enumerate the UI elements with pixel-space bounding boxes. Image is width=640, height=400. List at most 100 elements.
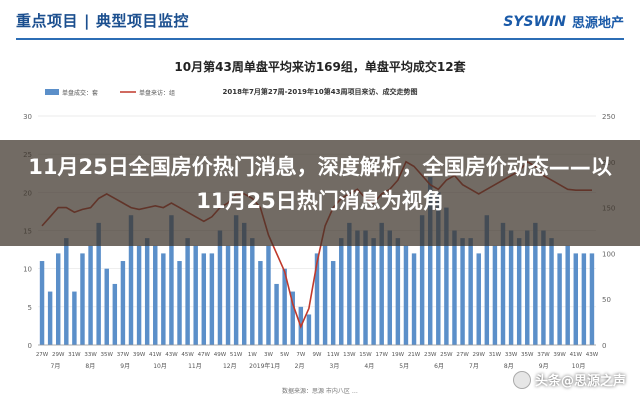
x-tick-label: 31W xyxy=(489,352,502,358)
bar-deals xyxy=(169,215,174,345)
header-title: 重点项目 | 典型项目监控 xyxy=(16,10,189,31)
x-tick-label: 39W xyxy=(133,352,146,358)
x-tick-label: 1W xyxy=(248,352,257,358)
bar-deals xyxy=(153,245,158,345)
x-tick-label: 35W xyxy=(101,352,114,358)
bar-deals xyxy=(565,245,570,345)
bar-deals xyxy=(468,238,473,345)
x-tick-label: 37W xyxy=(537,352,550,358)
watermark-text: 头条@思源之声 xyxy=(534,374,626,389)
x-tick-label: 47W xyxy=(198,352,211,358)
x-tick-label: 7W xyxy=(296,352,305,358)
bar-deals xyxy=(452,230,457,345)
x-tick-label: 23W xyxy=(424,352,437,358)
bar-deals xyxy=(363,230,368,345)
bar-deals xyxy=(322,245,328,345)
bar-deals xyxy=(128,215,134,345)
bar-deals xyxy=(581,253,587,345)
bar-deals xyxy=(185,238,190,345)
bar-deals xyxy=(177,261,182,345)
legend-label-deals: 单盘成交：套 xyxy=(62,89,98,97)
bar-deals xyxy=(444,207,449,345)
month-label: 12月 xyxy=(223,363,237,370)
headline-overlay xyxy=(0,140,640,246)
x-tick-label: 3W xyxy=(264,352,273,358)
bar-deals xyxy=(533,222,538,345)
header-left-title: 重点项目 xyxy=(16,12,79,30)
logo-en: SYSWIN xyxy=(503,13,566,30)
month-label: 6月 xyxy=(434,363,444,370)
month-label: 9月 xyxy=(539,363,549,370)
bar-deals xyxy=(339,238,344,345)
watermark: 头条@思源之声 xyxy=(512,370,626,389)
bar-deals xyxy=(55,253,61,345)
bar-deals xyxy=(516,238,522,345)
bar-deals xyxy=(258,261,263,345)
bar-deals xyxy=(395,238,401,345)
x-tick-label: 43W xyxy=(586,352,599,358)
bar-deals xyxy=(419,215,425,345)
bar-deals xyxy=(282,268,287,345)
bar-deals xyxy=(233,215,239,345)
x-tick-label: 13W xyxy=(343,352,356,358)
bar-deals xyxy=(104,268,109,345)
chart-subtitle: 2018年7月第27周-2019年10第43周项目来访、成交走势图 xyxy=(223,87,418,96)
bar-deals xyxy=(403,245,409,345)
bar-deals xyxy=(460,238,465,345)
bar-deals xyxy=(573,253,579,345)
bar-deals xyxy=(112,283,118,345)
month-label: 3月 xyxy=(330,363,340,370)
y-left-tick-label: 10 xyxy=(23,266,32,274)
month-label: 8月 xyxy=(85,363,95,370)
bar-deals xyxy=(549,238,554,345)
month-label: 10月 xyxy=(572,363,586,370)
bar-deals xyxy=(290,291,295,345)
x-tick-label: 15W xyxy=(359,352,372,358)
y-right-tick-label: 250 xyxy=(602,113,615,121)
bar-deals xyxy=(411,253,417,345)
legend-label-visits: 单盘来访：组 xyxy=(139,89,175,97)
headline-text: 11月25日全国房价热门消息，深度解析，全国房价动态——以11月25日热门消息为… xyxy=(28,155,612,213)
month-label: 4月 xyxy=(364,363,374,370)
bar-deals xyxy=(314,253,320,345)
header-right-title: 典型项目监控 xyxy=(96,12,190,30)
x-tick-label: 17W xyxy=(375,352,388,358)
bar-deals xyxy=(39,261,45,345)
bar-deals xyxy=(193,245,198,345)
bar-deals xyxy=(47,291,53,345)
bar-deals xyxy=(144,238,150,345)
bar-deals xyxy=(217,230,223,345)
x-tick-label: 29W xyxy=(52,352,65,358)
y-right-tick-label: 50 xyxy=(602,296,611,304)
bar-deals xyxy=(80,253,85,345)
x-tick-label: 43W xyxy=(165,352,178,358)
bar-deals xyxy=(355,230,360,345)
brand-logo: SYSWIN 思源地产 xyxy=(503,12,624,32)
x-tick-label: 27W xyxy=(36,352,49,358)
month-label: 2月 xyxy=(295,363,305,370)
x-tick-label: 33W xyxy=(505,352,518,358)
bar-deals xyxy=(541,230,546,345)
bar-deals xyxy=(427,177,433,345)
x-tick-label: 41W xyxy=(570,352,583,358)
x-tick-label: 39W xyxy=(553,352,566,358)
x-tick-label: 51W xyxy=(230,352,243,358)
month-label: 5月 xyxy=(399,363,409,370)
bar-deals xyxy=(387,230,393,345)
bar-deals xyxy=(371,238,376,345)
header-separator: | xyxy=(84,12,90,30)
bar-deals xyxy=(476,253,481,345)
watermark-avatar-icon xyxy=(512,370,531,389)
bar-deals xyxy=(274,283,279,345)
y-left-tick-label: 0 xyxy=(28,342,32,350)
month-label: 9月 xyxy=(120,363,130,370)
month-label: 7月 xyxy=(469,363,479,370)
bar-deals xyxy=(347,222,352,345)
logo-cn: 思源地产 xyxy=(571,16,624,31)
x-tick-label: 37W xyxy=(117,352,130,358)
bar-deals xyxy=(330,261,336,345)
bar-deals xyxy=(136,245,142,345)
bar-deals xyxy=(88,245,93,345)
x-tick-label: 9W xyxy=(313,352,322,358)
